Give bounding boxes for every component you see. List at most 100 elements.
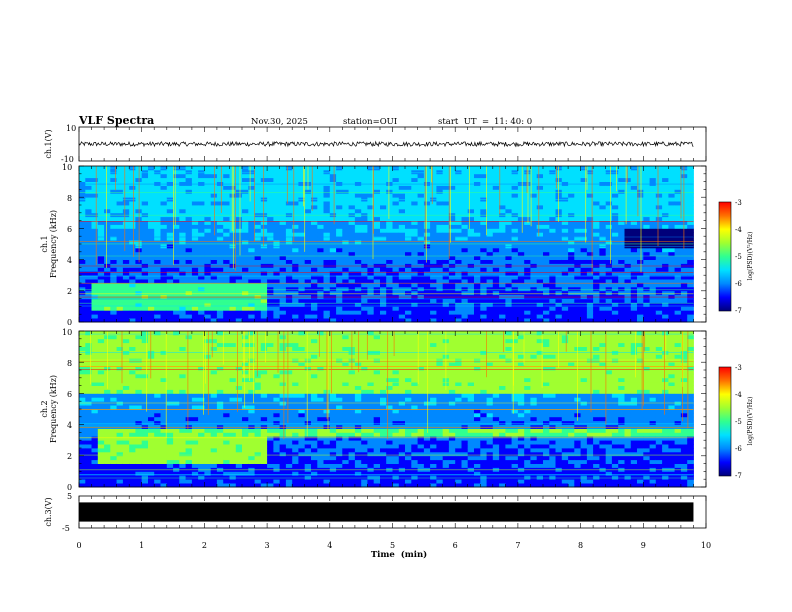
spectrogram-cell bbox=[91, 475, 99, 480]
spectrogram-cell bbox=[292, 201, 299, 206]
spectrogram-cell bbox=[624, 255, 632, 260]
spectrogram-cell bbox=[543, 290, 550, 296]
spectrogram-cell bbox=[448, 185, 456, 190]
spectrogram-cell bbox=[342, 306, 349, 311]
spectrogram-cell bbox=[91, 279, 99, 284]
spectrogram-cell bbox=[298, 298, 306, 303]
spectrogram-cell bbox=[643, 224, 650, 229]
spectrogram-cell bbox=[417, 220, 425, 225]
spectrogram-cell bbox=[104, 286, 111, 292]
spectrogram-cell bbox=[467, 208, 475, 214]
spectrogram-cell bbox=[630, 224, 638, 229]
spectrogram-cell bbox=[229, 271, 237, 276]
spectrogram-cell bbox=[586, 255, 594, 260]
spectrogram-cell bbox=[549, 208, 556, 214]
spectrogram-cell bbox=[166, 416, 174, 422]
spectrogram-cell bbox=[166, 251, 174, 257]
spectrogram-cell bbox=[166, 451, 174, 457]
spectrogram-cell bbox=[511, 173, 519, 179]
spectrogram-cell bbox=[191, 247, 199, 253]
spectrogram-cell bbox=[79, 298, 86, 303]
spectrogram-cell bbox=[674, 208, 682, 214]
spectrogram-cell bbox=[455, 228, 462, 233]
spectrogram-cell bbox=[373, 310, 381, 315]
spectrogram-cell bbox=[185, 362, 193, 367]
spectrogram-cell bbox=[285, 173, 293, 179]
spectrogram-cell bbox=[185, 389, 193, 394]
spectrogram-cell bbox=[361, 318, 368, 323]
spectrogram-cell bbox=[304, 236, 312, 241]
spectrogram-cell bbox=[141, 318, 149, 323]
spectrogram-cell bbox=[242, 185, 249, 190]
spectrogram-cell bbox=[517, 314, 525, 319]
spectrogram-cell bbox=[505, 208, 513, 214]
spectrogram-cell bbox=[248, 240, 255, 245]
spectrogram-cell bbox=[304, 275, 312, 280]
spectrogram-cell bbox=[298, 232, 306, 237]
spectrogram-cell bbox=[505, 228, 513, 233]
spectrogram-cell bbox=[455, 208, 462, 214]
spectrogram-cell bbox=[354, 275, 362, 280]
spectrogram-cell bbox=[630, 275, 638, 280]
spectrogram-cell bbox=[430, 310, 437, 315]
spectrogram-cell bbox=[605, 169, 613, 175]
spectrogram-cell bbox=[110, 236, 117, 241]
spectrogram-cell bbox=[179, 358, 186, 363]
spectrogram-cell bbox=[235, 255, 243, 260]
spectrogram-cell bbox=[304, 201, 312, 206]
spectrogram-cell bbox=[85, 220, 92, 225]
spectrogram-cell bbox=[148, 455, 155, 461]
spectrogram-cell bbox=[285, 177, 293, 182]
spectrogram-cell bbox=[618, 318, 625, 323]
spectrogram-cell bbox=[260, 201, 268, 206]
spectrogram-cell bbox=[561, 216, 569, 221]
spectrogram-cell bbox=[448, 177, 456, 182]
spectrogram-cell bbox=[85, 416, 92, 422]
spectrogram-cell bbox=[223, 247, 230, 253]
spectrogram-cell bbox=[229, 201, 237, 206]
spectrogram-cell bbox=[649, 318, 657, 323]
spectrogram-cell bbox=[411, 169, 418, 175]
spectrogram-cell bbox=[417, 232, 425, 237]
spectrogram-cell bbox=[524, 181, 531, 186]
spectrogram-cell bbox=[524, 224, 531, 229]
spectrogram-cell bbox=[116, 220, 124, 225]
spectrogram-cell bbox=[323, 189, 331, 194]
spectrogram-cell bbox=[555, 298, 563, 303]
spectrogram-cell bbox=[116, 459, 124, 464]
spectrogram-cell bbox=[173, 463, 180, 468]
spectrogram-cell bbox=[267, 228, 274, 233]
ch1-ytick-4: 4 bbox=[67, 256, 72, 265]
spectrogram-cell bbox=[110, 173, 117, 179]
spectrogram-cell bbox=[204, 306, 212, 311]
spectrogram-cell bbox=[492, 201, 500, 206]
spectrogram-cell bbox=[216, 267, 224, 272]
spectrogram-cell bbox=[361, 181, 368, 186]
spectrogram-cell bbox=[154, 428, 161, 433]
spectrogram-cell bbox=[555, 232, 563, 237]
spectrogram-cell bbox=[605, 173, 613, 179]
spectrogram-cell bbox=[386, 224, 393, 229]
spectrogram-cell bbox=[317, 259, 324, 264]
spectrogram-cell bbox=[367, 251, 375, 257]
spectrogram-cell bbox=[649, 169, 657, 175]
spectrogram-cell bbox=[179, 298, 186, 303]
spectrogram-cell bbox=[561, 236, 569, 241]
spectrogram-cell bbox=[336, 255, 343, 260]
spectrogram-cell bbox=[405, 185, 412, 190]
spectrogram-cell bbox=[637, 173, 644, 179]
spectrogram-cell bbox=[173, 283, 180, 288]
spectrogram-cell bbox=[160, 263, 168, 268]
spectrogram-cell bbox=[160, 334, 168, 340]
spectrogram-cell bbox=[530, 220, 538, 225]
spectrogram-cell bbox=[85, 412, 92, 418]
spectrogram-cell bbox=[455, 181, 462, 186]
spectrogram-cell bbox=[618, 224, 625, 229]
spectrogram-cell bbox=[674, 247, 682, 253]
spectrogram-cell bbox=[116, 370, 124, 375]
spectrogram-cell bbox=[511, 208, 519, 214]
spectrogram-cell bbox=[166, 338, 174, 344]
spectrogram-cell bbox=[223, 255, 230, 260]
spectrogram-cell bbox=[430, 193, 437, 198]
spectrogram-cell bbox=[637, 228, 644, 233]
